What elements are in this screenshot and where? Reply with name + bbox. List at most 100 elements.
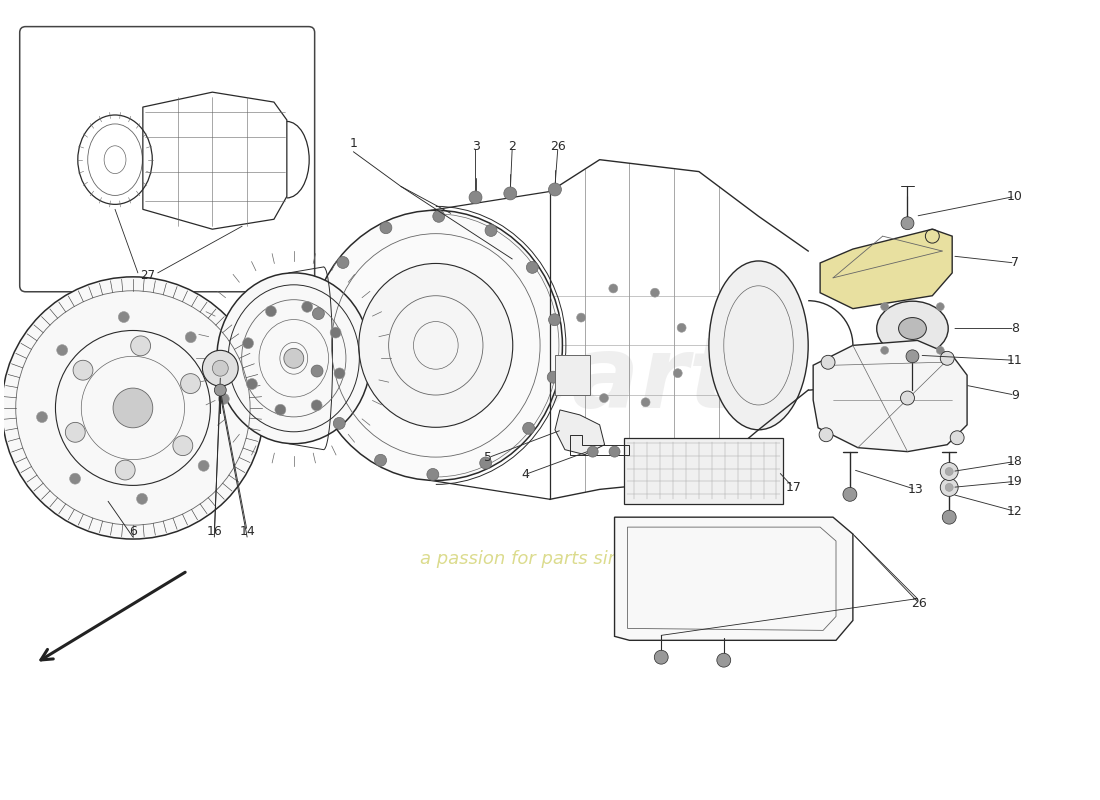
Circle shape xyxy=(548,371,559,383)
Text: 9: 9 xyxy=(1011,389,1019,402)
Circle shape xyxy=(936,302,944,310)
Circle shape xyxy=(527,262,538,274)
Circle shape xyxy=(275,404,286,415)
Text: 6: 6 xyxy=(129,525,136,538)
Circle shape xyxy=(36,412,47,422)
Circle shape xyxy=(334,368,345,379)
Circle shape xyxy=(945,467,954,475)
Circle shape xyxy=(173,436,192,455)
Circle shape xyxy=(301,302,312,312)
Circle shape xyxy=(337,257,349,269)
Circle shape xyxy=(265,306,276,317)
Text: 19: 19 xyxy=(1006,475,1023,488)
Circle shape xyxy=(943,510,956,524)
Circle shape xyxy=(678,323,686,332)
Circle shape xyxy=(73,360,92,380)
Circle shape xyxy=(717,654,730,667)
Circle shape xyxy=(608,284,618,293)
Ellipse shape xyxy=(217,273,371,444)
Circle shape xyxy=(2,277,264,539)
Circle shape xyxy=(945,483,954,491)
Circle shape xyxy=(940,478,958,496)
Text: 3: 3 xyxy=(472,140,480,154)
Polygon shape xyxy=(813,341,967,452)
Circle shape xyxy=(940,462,958,481)
Circle shape xyxy=(549,183,561,196)
Circle shape xyxy=(311,400,322,411)
Circle shape xyxy=(881,302,889,310)
Circle shape xyxy=(485,225,497,237)
Text: 26: 26 xyxy=(912,597,927,610)
Circle shape xyxy=(312,308,324,319)
Text: 18: 18 xyxy=(1006,455,1023,468)
Circle shape xyxy=(901,391,914,405)
Polygon shape xyxy=(556,410,605,454)
Text: europarts: europarts xyxy=(244,332,796,429)
Circle shape xyxy=(522,422,535,434)
Polygon shape xyxy=(821,229,953,309)
Circle shape xyxy=(136,494,147,504)
Text: 1: 1 xyxy=(350,138,358,150)
Circle shape xyxy=(906,350,918,362)
Circle shape xyxy=(821,355,835,370)
Circle shape xyxy=(427,469,439,480)
Circle shape xyxy=(673,369,682,378)
Circle shape xyxy=(180,374,200,394)
Circle shape xyxy=(881,346,889,354)
Circle shape xyxy=(116,460,135,480)
Text: 11: 11 xyxy=(1006,354,1023,366)
Ellipse shape xyxy=(309,210,562,481)
Ellipse shape xyxy=(708,261,808,430)
Polygon shape xyxy=(556,355,590,395)
Circle shape xyxy=(641,398,650,406)
Circle shape xyxy=(379,222,392,234)
Text: 13: 13 xyxy=(908,483,923,496)
Circle shape xyxy=(587,446,598,457)
Circle shape xyxy=(202,350,239,386)
Circle shape xyxy=(549,314,561,326)
Circle shape xyxy=(950,430,964,445)
Polygon shape xyxy=(615,517,852,640)
Circle shape xyxy=(432,210,444,222)
Circle shape xyxy=(185,332,196,342)
Circle shape xyxy=(573,358,582,367)
Circle shape xyxy=(214,384,227,396)
Text: 7: 7 xyxy=(1011,257,1019,270)
Circle shape xyxy=(284,348,304,368)
Circle shape xyxy=(131,336,151,356)
Text: 2: 2 xyxy=(508,140,516,154)
Circle shape xyxy=(198,460,209,471)
Text: 16: 16 xyxy=(207,525,222,538)
Circle shape xyxy=(469,191,482,204)
Ellipse shape xyxy=(899,318,926,339)
Circle shape xyxy=(375,454,386,466)
Circle shape xyxy=(480,457,492,469)
Circle shape xyxy=(333,418,345,430)
Text: 17: 17 xyxy=(785,481,801,494)
Circle shape xyxy=(843,487,857,502)
Circle shape xyxy=(219,394,229,404)
Circle shape xyxy=(600,394,608,402)
Circle shape xyxy=(243,338,253,349)
Text: 5: 5 xyxy=(484,451,493,464)
Circle shape xyxy=(504,187,517,200)
Circle shape xyxy=(576,313,585,322)
Circle shape xyxy=(246,378,257,390)
Circle shape xyxy=(65,422,85,442)
Text: 12: 12 xyxy=(1006,505,1023,518)
Polygon shape xyxy=(625,438,783,504)
FancyBboxPatch shape xyxy=(20,26,315,292)
Text: 8: 8 xyxy=(1011,322,1019,335)
Text: 27: 27 xyxy=(141,269,155,282)
Text: 10: 10 xyxy=(1006,190,1023,203)
Circle shape xyxy=(119,311,130,322)
Circle shape xyxy=(654,650,668,664)
Circle shape xyxy=(311,365,323,377)
Text: 26: 26 xyxy=(550,140,565,154)
Circle shape xyxy=(936,346,944,354)
Text: a passion for parts since 185: a passion for parts since 185 xyxy=(420,550,680,568)
Ellipse shape xyxy=(359,263,513,427)
Circle shape xyxy=(609,446,620,457)
Circle shape xyxy=(113,388,153,428)
Circle shape xyxy=(330,327,341,338)
